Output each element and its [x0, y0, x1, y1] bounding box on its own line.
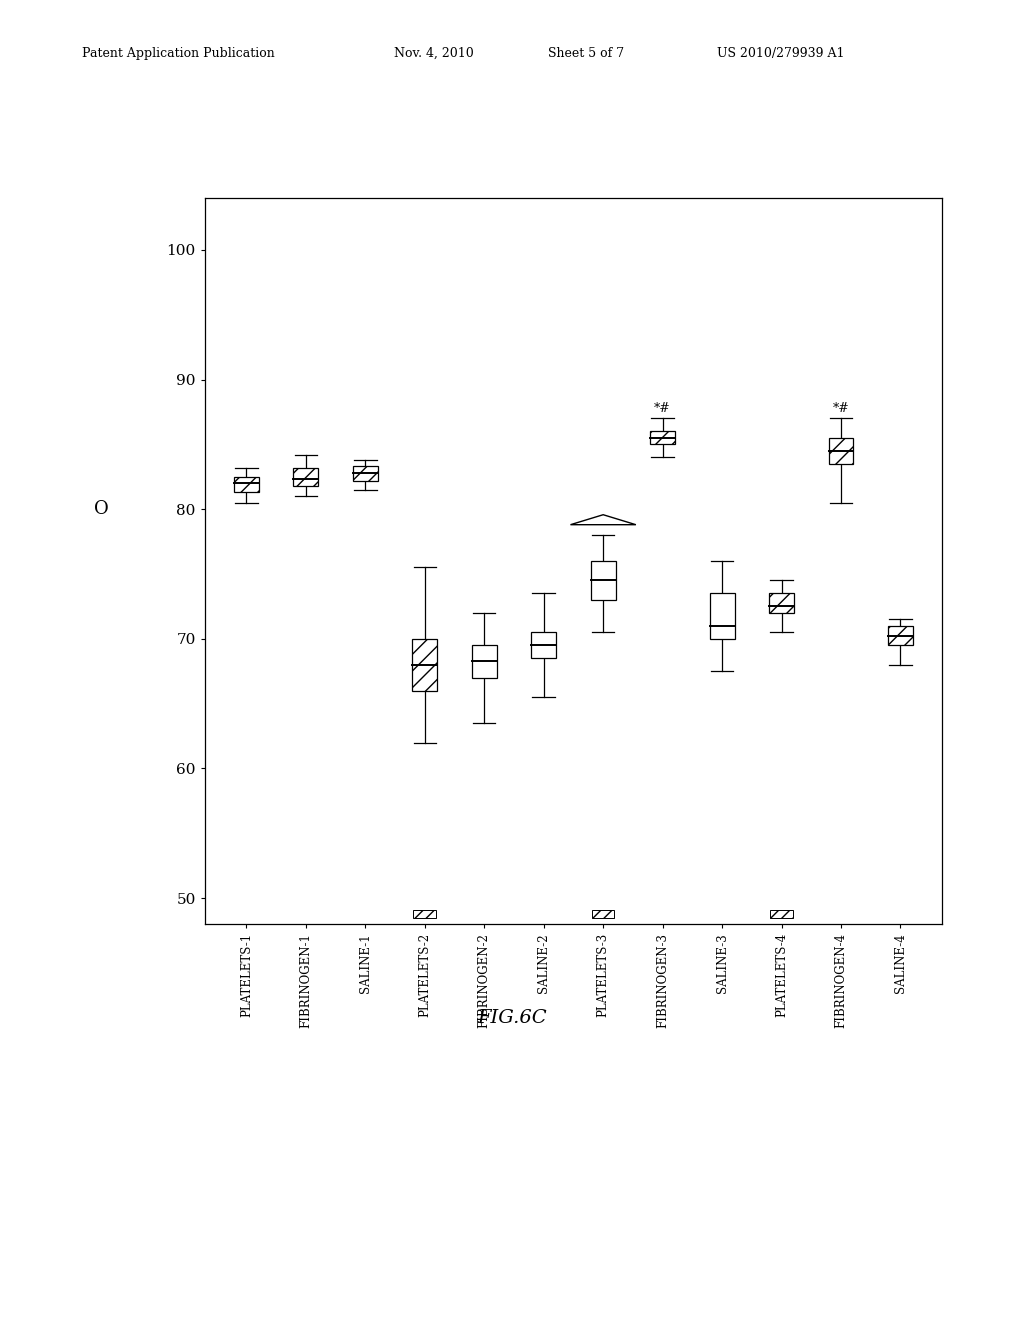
Text: *#: *# [833, 401, 849, 414]
Bar [888, 626, 913, 645]
Bar [710, 594, 734, 639]
Text: US 2010/279939 A1: US 2010/279939 A1 [717, 46, 845, 59]
Text: *#: *# [654, 401, 671, 414]
Text: Sheet 5 of 7: Sheet 5 of 7 [548, 46, 624, 59]
Text: Nov. 4, 2010: Nov. 4, 2010 [394, 46, 474, 59]
Bar [413, 639, 437, 690]
Bar [591, 561, 615, 599]
Bar [828, 438, 853, 463]
Bar [770, 909, 793, 917]
Text: FIG.6C: FIG.6C [477, 1008, 547, 1027]
Bar [294, 467, 318, 486]
Bar [592, 909, 614, 917]
Bar [769, 594, 794, 612]
Bar [650, 432, 675, 445]
Bar [414, 909, 436, 917]
Bar [531, 632, 556, 659]
Bar [472, 645, 497, 677]
Text: Patent Application Publication: Patent Application Publication [82, 46, 274, 59]
Bar [353, 466, 378, 480]
Bar [233, 477, 259, 492]
Text: O: O [94, 500, 109, 519]
